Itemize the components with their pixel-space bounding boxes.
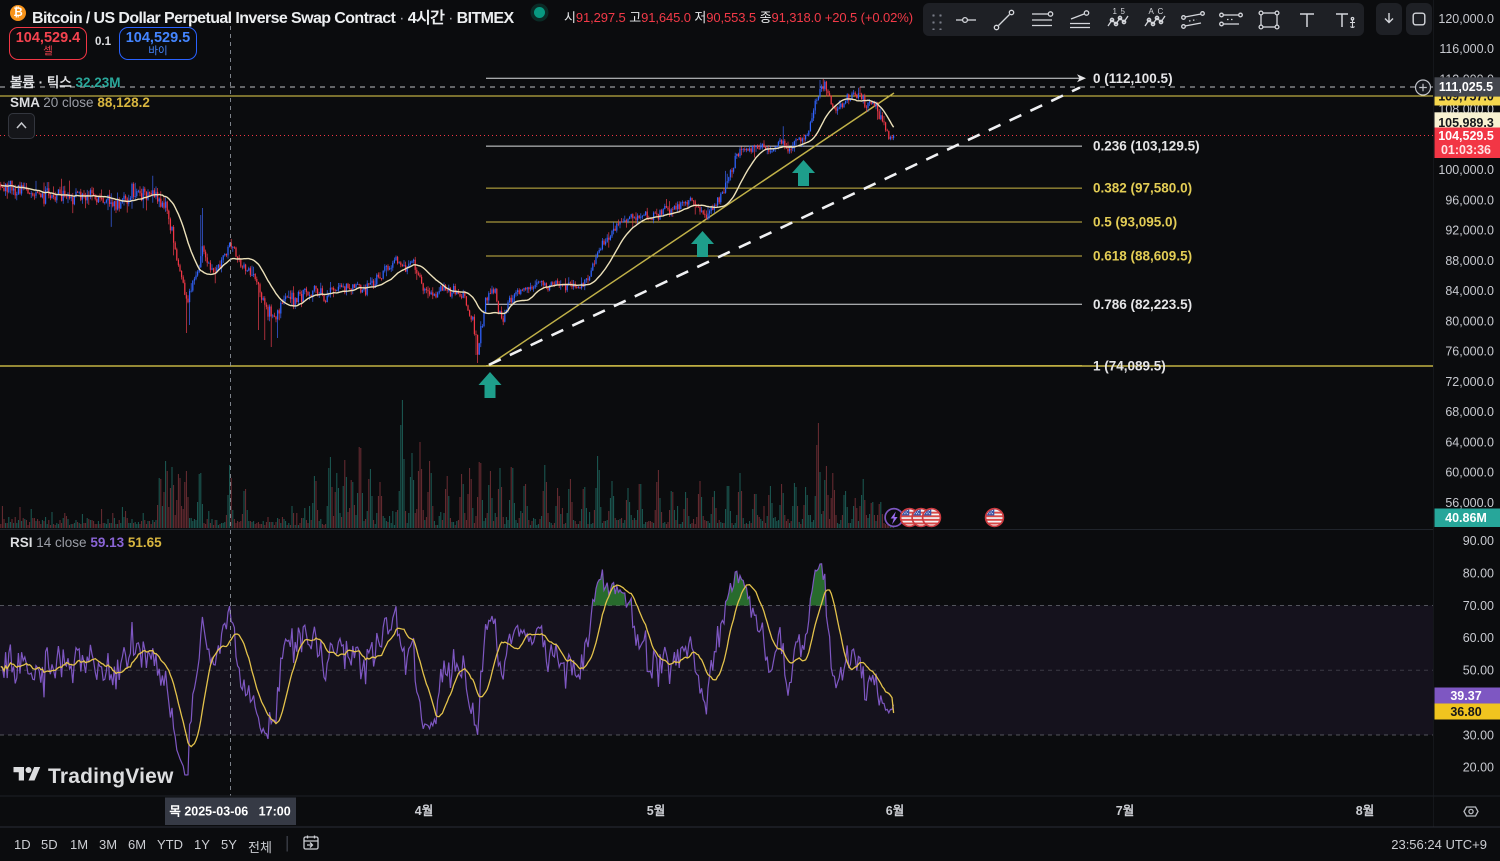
svg-text:36.80: 36.80 <box>1450 705 1481 719</box>
svg-text:104,529.5: 104,529.5 <box>1438 129 1494 143</box>
svg-text:50.00: 50.00 <box>1463 664 1494 678</box>
svg-text:92,000.0: 92,000.0 <box>1445 224 1494 238</box>
svg-text:116,000.0: 116,000.0 <box>1439 42 1494 56</box>
svg-text:100,000.0: 100,000.0 <box>1438 163 1494 177</box>
svg-text:C: C <box>1158 7 1164 16</box>
svg-text:8월: 8월 <box>1356 803 1374 818</box>
svg-text:01:03:36: 01:03:36 <box>1441 143 1491 157</box>
svg-text:88,000.0: 88,000.0 <box>1445 254 1494 268</box>
svg-text:A: A <box>1149 7 1155 16</box>
svg-text:111,025.5: 111,025.5 <box>1439 80 1493 94</box>
svg-text:105,989.3: 105,989.3 <box>1438 116 1494 130</box>
svg-text:64,000.0: 64,000.0 <box>1445 435 1494 449</box>
svg-text:40.86M: 40.86M <box>1445 511 1487 525</box>
svg-text:목 2025-03-06 17:00: 목 2025-03-06 17:00 <box>169 805 290 819</box>
svg-text:6월: 6월 <box>886 803 904 818</box>
svg-text:90.00: 90.00 <box>1463 534 1494 548</box>
svg-text:20.00: 20.00 <box>1463 761 1494 775</box>
svg-text:0.382 (97,580.0): 0.382 (97,580.0) <box>1093 181 1192 196</box>
svg-text:39.37: 39.37 <box>1450 689 1481 703</box>
svg-text:5: 5 <box>1120 7 1125 16</box>
svg-text:80,000.0: 80,000.0 <box>1445 314 1494 328</box>
svg-text:0.236 (103,129.5): 0.236 (103,129.5) <box>1093 139 1200 154</box>
svg-text:1 (74,089.5): 1 (74,089.5) <box>1093 358 1166 373</box>
svg-text:76,000.0: 76,000.0 <box>1445 345 1494 359</box>
svg-text:72,000.0: 72,000.0 <box>1445 375 1494 389</box>
svg-text:96,000.0: 96,000.0 <box>1445 193 1494 207</box>
svg-text:60,000.0: 60,000.0 <box>1445 466 1494 480</box>
svg-text:80.00: 80.00 <box>1463 566 1494 580</box>
svg-text:7월: 7월 <box>1116 803 1134 818</box>
svg-text:84,000.0: 84,000.0 <box>1445 284 1494 298</box>
svg-text:5월: 5월 <box>647 803 665 818</box>
svg-text:56,000.0: 56,000.0 <box>1445 496 1494 510</box>
svg-text:120,000.0: 120,000.0 <box>1438 12 1494 26</box>
svg-text:4월: 4월 <box>415 803 433 818</box>
svg-text:68,000.0: 68,000.0 <box>1445 405 1494 419</box>
svg-text:0 (112,100.5): 0 (112,100.5) <box>1093 71 1173 86</box>
svg-text:60.00: 60.00 <box>1463 631 1494 645</box>
svg-text:0.786 (82,223.5): 0.786 (82,223.5) <box>1093 297 1192 312</box>
svg-text:0.618 (88,609.5): 0.618 (88,609.5) <box>1093 249 1192 264</box>
svg-text:70.00: 70.00 <box>1463 599 1494 613</box>
svg-text:0.5 (93,095.0): 0.5 (93,095.0) <box>1093 215 1177 230</box>
svg-text:1: 1 <box>1112 7 1117 16</box>
svg-text:30.00: 30.00 <box>1463 728 1494 742</box>
